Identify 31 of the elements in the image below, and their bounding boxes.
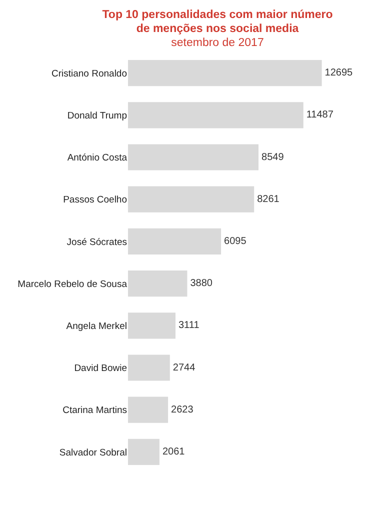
bar [128, 60, 322, 86]
bar [128, 270, 188, 297]
bar [128, 228, 222, 254]
y-tick-label: Passos Coelho [63, 194, 127, 206]
bar [128, 396, 168, 423]
y-tick-label: Marcelo Rebelo de Sousa [18, 278, 128, 290]
bar [128, 144, 259, 170]
data-label: 11487 [306, 110, 334, 121]
data-label: 2744 [172, 362, 196, 374]
y-tick-label: Ctarina Martins [62, 405, 128, 416]
y-tick-label: David Bowie [74, 363, 127, 374]
chart-subtitle: setembro de 2017 [170, 36, 265, 50]
y-tick-label: Donald Trump [67, 110, 127, 122]
data-label: 8261 [257, 194, 280, 205]
y-tick-label: Angela Merkel [66, 320, 127, 332]
bar [128, 312, 176, 339]
data-label: 2061 [162, 446, 186, 458]
y-tick-label: José Sócrates [66, 236, 128, 248]
bar [128, 438, 160, 465]
data-label: 6095 [224, 236, 247, 247]
data-label: 3880 [190, 278, 213, 290]
y-tick-label: António Costa [67, 152, 128, 164]
bar [128, 186, 254, 212]
y-tick-label: Cristiano Ronaldo [51, 68, 127, 80]
bar [128, 102, 304, 128]
data-label: 2623 [171, 404, 194, 416]
bar [128, 354, 170, 381]
data-label: 8549 [262, 152, 284, 163]
y-tick-label: Salvador Sobral [59, 447, 127, 458]
data-label: 3111 [178, 320, 200, 332]
data-label: 12695 [324, 68, 354, 79]
